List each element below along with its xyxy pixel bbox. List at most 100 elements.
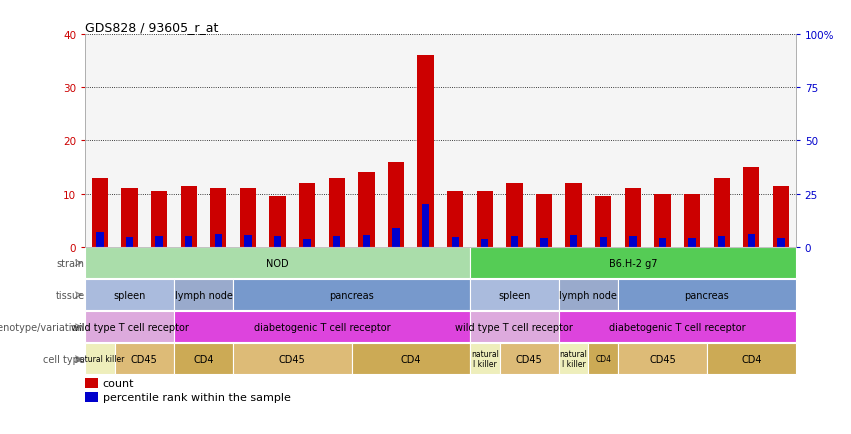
Bar: [477, 191, 493, 247]
Bar: [85, 392, 98, 402]
Bar: [156, 237, 163, 247]
Bar: [388, 162, 404, 247]
Text: NOD: NOD: [266, 258, 288, 268]
Text: count: count: [103, 378, 134, 388]
Bar: [270, 197, 286, 247]
Bar: [447, 191, 463, 247]
Bar: [210, 189, 226, 247]
Text: CD45: CD45: [516, 354, 543, 364]
Bar: [511, 237, 518, 247]
Bar: [122, 189, 138, 247]
Text: pancreas: pancreas: [329, 290, 374, 300]
Bar: [629, 237, 637, 247]
Bar: [358, 173, 374, 247]
Text: percentile rank within the sample: percentile rank within the sample: [103, 392, 291, 402]
Bar: [233, 280, 470, 310]
Text: CD4: CD4: [401, 354, 421, 364]
Bar: [743, 168, 759, 247]
Bar: [351, 344, 470, 374]
Text: diabetogenic T cell receptor: diabetogenic T cell receptor: [254, 322, 391, 332]
Bar: [718, 237, 725, 247]
Bar: [214, 234, 222, 247]
Bar: [174, 312, 470, 342]
Text: CD45: CD45: [279, 354, 306, 364]
Bar: [654, 194, 671, 247]
Bar: [418, 56, 434, 247]
Bar: [333, 237, 340, 247]
Bar: [470, 280, 559, 310]
Bar: [174, 344, 233, 374]
Bar: [422, 205, 429, 247]
Bar: [748, 234, 755, 247]
Text: diabetogenic T cell receptor: diabetogenic T cell receptor: [609, 322, 745, 332]
Text: CD4: CD4: [193, 354, 214, 364]
Bar: [240, 189, 256, 247]
Bar: [625, 189, 641, 247]
Text: cell type: cell type: [43, 354, 84, 364]
Text: B6.H-2 g7: B6.H-2 g7: [608, 258, 657, 268]
Bar: [713, 178, 730, 247]
Text: natural killer: natural killer: [75, 354, 124, 363]
Bar: [618, 344, 707, 374]
Bar: [684, 194, 700, 247]
Bar: [506, 184, 523, 247]
Bar: [588, 344, 618, 374]
Text: strain: strain: [56, 258, 84, 268]
Bar: [92, 178, 108, 247]
Text: spleen: spleen: [498, 290, 531, 300]
Text: lymph node: lymph node: [174, 290, 232, 300]
Text: CD4: CD4: [595, 354, 611, 363]
Bar: [559, 312, 796, 342]
Bar: [126, 238, 133, 247]
Bar: [500, 344, 559, 374]
Text: tissue: tissue: [55, 290, 84, 300]
Bar: [185, 237, 192, 247]
Bar: [470, 248, 796, 279]
Bar: [470, 344, 500, 374]
Bar: [274, 237, 281, 247]
Bar: [777, 239, 785, 247]
Bar: [707, 344, 796, 374]
Bar: [115, 344, 174, 374]
Bar: [773, 186, 789, 247]
Text: wild type T cell receptor: wild type T cell receptor: [71, 322, 188, 332]
Bar: [304, 240, 311, 247]
Bar: [180, 186, 197, 247]
Bar: [151, 191, 168, 247]
Bar: [688, 239, 696, 247]
Bar: [470, 312, 559, 342]
Bar: [565, 184, 582, 247]
Bar: [299, 184, 316, 247]
Text: genotype/variation: genotype/variation: [0, 322, 84, 332]
Bar: [96, 232, 104, 247]
Bar: [392, 228, 400, 247]
Bar: [85, 280, 174, 310]
Bar: [595, 197, 611, 247]
Bar: [452, 238, 459, 247]
Bar: [570, 236, 577, 247]
Bar: [536, 194, 552, 247]
Bar: [233, 344, 351, 374]
Bar: [559, 344, 588, 374]
Bar: [559, 280, 618, 310]
Bar: [328, 178, 345, 247]
Bar: [85, 344, 115, 374]
Text: spleen: spleen: [113, 290, 146, 300]
Bar: [481, 240, 488, 247]
Bar: [540, 239, 548, 247]
Text: natural
l killer: natural l killer: [560, 349, 587, 368]
Text: CD45: CD45: [649, 354, 676, 364]
Text: natural
l killer: natural l killer: [471, 349, 499, 368]
Text: pancreas: pancreas: [684, 290, 729, 300]
Text: CD4: CD4: [741, 354, 762, 364]
Bar: [244, 236, 252, 247]
Bar: [363, 236, 370, 247]
Text: GDS828 / 93605_r_at: GDS828 / 93605_r_at: [85, 20, 219, 33]
Bar: [659, 239, 666, 247]
Bar: [85, 378, 98, 388]
Bar: [618, 280, 796, 310]
Bar: [600, 238, 607, 247]
Text: CD45: CD45: [131, 354, 157, 364]
Bar: [85, 248, 470, 279]
Bar: [85, 312, 174, 342]
